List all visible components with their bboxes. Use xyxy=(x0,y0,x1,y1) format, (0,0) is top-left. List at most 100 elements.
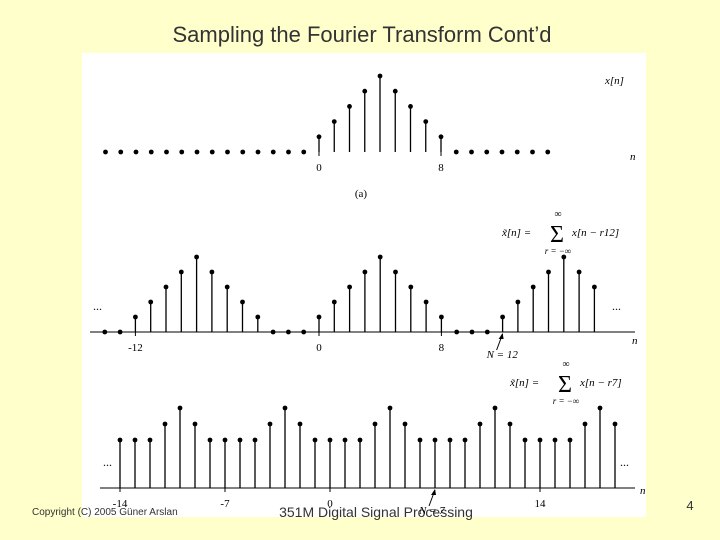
tick-label: 14 xyxy=(535,498,547,510)
stem-head xyxy=(408,284,414,290)
stem-head xyxy=(469,149,474,155)
ellipsis: ... xyxy=(620,455,629,469)
stem-head xyxy=(148,299,154,305)
copyright: Copyright (C) 2005 Güner Arslan xyxy=(32,507,178,518)
stem-head xyxy=(515,299,521,305)
tick-label: -12 xyxy=(128,342,143,354)
stem-head xyxy=(240,149,246,155)
stem-head xyxy=(597,405,603,411)
stem-head xyxy=(347,284,352,290)
stem-head xyxy=(387,405,393,411)
stem-head xyxy=(507,421,513,427)
stem-head xyxy=(222,437,228,443)
stem-head xyxy=(301,149,307,155)
tick-label: 0 xyxy=(316,342,322,354)
stem-head xyxy=(301,329,307,335)
panel-caption: (a) xyxy=(355,188,368,200)
stem-head xyxy=(499,149,505,155)
slide-title: Sampling the Fourier Transform Cont’d xyxy=(172,22,551,47)
stem-head xyxy=(484,329,490,335)
stem-head xyxy=(178,269,184,275)
course-name: 351M Digital Signal Processing xyxy=(279,504,473,520)
stem-head xyxy=(225,149,230,155)
formula-sum: Σ xyxy=(550,222,564,248)
stem-head xyxy=(514,149,520,155)
stem-head xyxy=(612,421,618,427)
stem-head xyxy=(447,437,453,443)
stem-head xyxy=(592,284,597,290)
stem-head xyxy=(477,421,483,427)
stem-head xyxy=(530,149,535,155)
stem-head xyxy=(462,437,468,443)
stem-head xyxy=(316,314,322,320)
stem-head xyxy=(164,149,169,155)
period-label: N = 7 xyxy=(418,505,445,517)
stem-head xyxy=(312,437,318,443)
stem-head xyxy=(297,421,303,427)
stem-head xyxy=(148,149,154,155)
stem-head xyxy=(423,119,429,124)
stem-head xyxy=(255,149,261,155)
stem-head xyxy=(582,421,588,427)
stem-head xyxy=(177,405,183,411)
signal-label: x[n] xyxy=(604,75,624,87)
stem-head xyxy=(179,149,185,155)
tick-label: 8 xyxy=(439,342,445,354)
stem-head xyxy=(132,437,138,443)
stem-head xyxy=(286,149,291,155)
stem-head xyxy=(492,405,498,411)
formula-upper: ∞ xyxy=(554,209,561,220)
stem-head xyxy=(240,299,245,305)
tick-label: -14 xyxy=(113,498,128,510)
axis-label: n xyxy=(630,151,636,163)
formula-term: x[n − r7] xyxy=(579,377,622,389)
stem-head xyxy=(408,104,413,109)
stem-head xyxy=(347,104,352,109)
stem-head xyxy=(546,269,551,275)
stem-head xyxy=(147,437,153,443)
arrow-head xyxy=(431,489,436,495)
stem-head xyxy=(270,149,276,155)
stem-head xyxy=(331,119,337,124)
stem-head xyxy=(194,149,200,155)
tick-label: 0 xyxy=(327,498,333,510)
formula-lhs: x̃[n] = xyxy=(509,377,539,389)
stem-head xyxy=(469,329,475,335)
stem-head xyxy=(270,329,276,335)
stem-head xyxy=(133,314,138,320)
stem-head xyxy=(362,269,368,275)
figure-area xyxy=(82,53,646,517)
stem-head xyxy=(561,254,567,260)
axis-label: n xyxy=(640,485,646,497)
stem-head xyxy=(103,149,108,155)
stem-head xyxy=(417,437,423,443)
stem-head xyxy=(402,421,408,427)
stem-head xyxy=(133,149,139,155)
stem-head xyxy=(194,254,200,260)
stem-head xyxy=(162,421,168,427)
stem-head xyxy=(357,437,363,443)
stem-head xyxy=(224,284,230,290)
stem-head xyxy=(255,314,261,320)
stem-head xyxy=(392,88,398,94)
axis-label: n xyxy=(632,335,638,347)
ellipsis: ... xyxy=(612,299,621,313)
stem-head xyxy=(522,437,528,443)
stem-head xyxy=(453,149,459,155)
arrow-head xyxy=(498,333,504,339)
stem-head xyxy=(286,329,291,335)
formula-sum: Σ xyxy=(558,372,572,398)
stem-head xyxy=(432,437,438,443)
stem-head xyxy=(484,149,490,155)
stem-head xyxy=(252,437,258,443)
formula-term: x[n − r12] xyxy=(571,227,619,239)
stem-head xyxy=(576,269,582,275)
stem-head xyxy=(438,134,444,140)
stem-head xyxy=(327,437,333,443)
stem-head xyxy=(362,88,368,94)
stem-head xyxy=(331,299,337,305)
stem-head xyxy=(372,421,378,427)
ellipsis: ... xyxy=(93,299,102,313)
